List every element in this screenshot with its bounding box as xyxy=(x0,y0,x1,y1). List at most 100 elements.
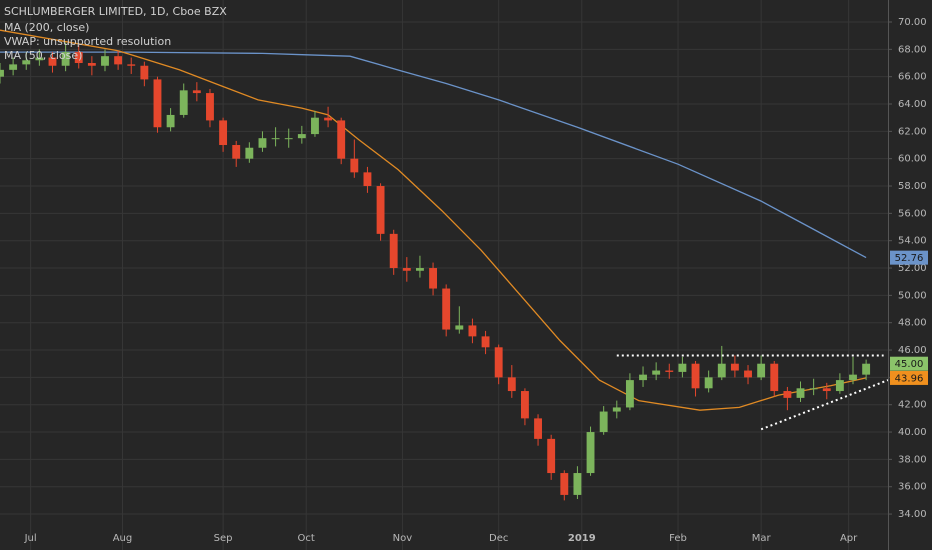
candle-body xyxy=(796,388,805,398)
y-tick-label: 52.00 xyxy=(898,263,927,274)
candle-body xyxy=(560,473,569,495)
y-tick-label: 66.00 xyxy=(898,72,927,83)
candle-body xyxy=(704,377,713,389)
candle-body xyxy=(74,52,83,64)
candle-body xyxy=(717,363,726,378)
candle-body xyxy=(153,79,162,128)
candle-body xyxy=(835,380,844,392)
x-tick-label: Sep xyxy=(214,533,233,544)
candle-body xyxy=(652,370,661,375)
candle-body xyxy=(770,363,779,392)
candle-body xyxy=(311,117,319,135)
candle-body xyxy=(206,93,214,121)
y-tick-label: 58.00 xyxy=(898,181,927,192)
grid xyxy=(0,0,888,550)
candle-body xyxy=(166,114,175,128)
x-tick-label: Dec xyxy=(489,533,508,544)
x-tick-label: Mar xyxy=(752,533,772,544)
ma-line xyxy=(0,29,867,411)
candle-body xyxy=(416,268,424,271)
candle-body xyxy=(455,325,464,330)
y-tick-label: 36.00 xyxy=(898,482,927,493)
candle-body xyxy=(271,138,280,140)
chart-title: SCHLUMBERGER LIMITED, 1D, Cboe BZX xyxy=(4,5,227,18)
candle-body xyxy=(665,370,674,372)
y-tick-label: 40.00 xyxy=(898,427,927,438)
y-tick-label: 60.00 xyxy=(898,154,927,165)
y-tick-label: 64.00 xyxy=(898,99,927,110)
candle-body xyxy=(429,268,438,289)
candle-body xyxy=(48,57,57,66)
x-tick-label: Feb xyxy=(669,533,687,544)
candle-body xyxy=(127,64,136,66)
y-tick-label: 38.00 xyxy=(898,454,927,465)
candle-body xyxy=(612,407,621,412)
candle-body xyxy=(245,147,254,159)
candle-body xyxy=(232,145,241,159)
candle-body xyxy=(822,388,831,392)
y-tick-label: 54.00 xyxy=(898,236,927,247)
candle-body xyxy=(809,388,818,390)
candle-body xyxy=(284,138,293,140)
price-label-box xyxy=(890,250,928,265)
y-tick-label: 62.00 xyxy=(898,126,927,137)
candle-body xyxy=(87,63,96,66)
legend-entry: MA (200, close) xyxy=(4,21,89,34)
candle-body xyxy=(101,56,109,66)
candle-body xyxy=(0,69,4,77)
price-label: 43.96 xyxy=(895,373,924,384)
y-tick-label: 56.00 xyxy=(898,208,927,219)
candle-body xyxy=(625,380,634,408)
candle-body xyxy=(744,370,752,378)
y-tick-label: 46.00 xyxy=(898,345,927,356)
y-tick-label: 70.00 xyxy=(898,17,927,28)
price-label-box xyxy=(890,356,928,371)
candle-body xyxy=(9,64,18,70)
x-tick-label: Aug xyxy=(113,533,133,544)
candle-body xyxy=(140,65,149,80)
candle-body xyxy=(783,391,792,398)
y-tick-label: 34.00 xyxy=(898,509,927,520)
candle-body xyxy=(678,363,687,372)
candle-body xyxy=(599,411,608,433)
candle-body xyxy=(691,363,700,389)
candle-body xyxy=(442,288,451,330)
candle-body xyxy=(114,56,123,65)
candle-body xyxy=(481,336,490,348)
candle-body xyxy=(586,432,595,474)
x-tick-label: Apr xyxy=(840,533,858,544)
candle-body xyxy=(363,172,372,187)
candle-body xyxy=(337,120,346,159)
candle-body xyxy=(324,117,333,121)
x-tick-label: Jul xyxy=(24,533,37,544)
candle-body xyxy=(757,363,766,378)
candle-body xyxy=(402,268,411,271)
candle-body xyxy=(179,90,188,115)
candle-body xyxy=(35,57,44,61)
candle-body xyxy=(520,391,529,419)
y-tick-label: 68.00 xyxy=(898,44,927,55)
plot xyxy=(0,29,889,501)
candle-body xyxy=(22,60,31,65)
legend-entry: VWAP: unsupported resolution xyxy=(4,35,171,48)
candle-body xyxy=(389,233,398,269)
candle-body xyxy=(468,325,477,337)
candle-body xyxy=(61,52,70,66)
candle-body xyxy=(350,158,359,173)
candle-body xyxy=(849,374,857,381)
y-tick-label: 50.00 xyxy=(898,290,927,301)
price-label-box xyxy=(890,370,928,385)
candle-body xyxy=(258,138,267,148)
axis: 34.0036.0038.0040.0042.0044.0046.0048.00… xyxy=(24,17,928,544)
y-tick-label: 42.00 xyxy=(898,400,927,411)
candle-body xyxy=(534,418,542,439)
candle-body xyxy=(376,186,385,234)
price-label: 52.76 xyxy=(895,253,924,264)
candle-body xyxy=(192,90,201,94)
candle-body xyxy=(862,363,871,375)
candle-body xyxy=(547,438,556,474)
price-label: 45.00 xyxy=(895,359,924,370)
x-tick-label: Oct xyxy=(298,533,315,544)
